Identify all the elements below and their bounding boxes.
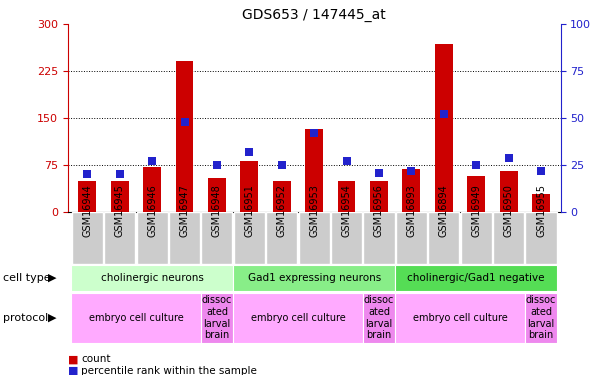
Text: GSM16894: GSM16894: [439, 184, 449, 237]
FancyBboxPatch shape: [233, 292, 363, 343]
Bar: [305, 129, 323, 212]
Point: [309, 130, 319, 136]
Bar: [208, 177, 226, 212]
Text: cholinergic neurons: cholinergic neurons: [101, 273, 204, 283]
FancyBboxPatch shape: [104, 212, 135, 264]
FancyBboxPatch shape: [363, 292, 395, 343]
Text: GSM16949: GSM16949: [471, 184, 481, 237]
Text: dissoc
ated
larval
brain: dissoc ated larval brain: [364, 296, 394, 340]
Text: embryo cell culture: embryo cell culture: [251, 313, 345, 323]
Point: [504, 154, 513, 160]
Point: [180, 119, 189, 125]
Point: [245, 149, 254, 155]
FancyBboxPatch shape: [331, 212, 362, 264]
Text: ▶: ▶: [48, 313, 56, 323]
FancyBboxPatch shape: [233, 265, 395, 291]
Point: [471, 162, 481, 168]
Point: [277, 162, 287, 168]
Text: cell type: cell type: [3, 273, 51, 283]
Bar: [500, 171, 517, 212]
FancyBboxPatch shape: [526, 212, 556, 264]
FancyBboxPatch shape: [234, 212, 265, 264]
Text: ▶: ▶: [48, 273, 56, 283]
Point: [407, 168, 416, 174]
Text: GSM16944: GSM16944: [82, 184, 92, 237]
Bar: [435, 44, 453, 212]
Point: [83, 171, 92, 177]
Text: embryo cell culture: embryo cell culture: [88, 313, 183, 323]
FancyBboxPatch shape: [136, 212, 168, 264]
Text: GSM16951: GSM16951: [244, 184, 254, 237]
Text: GSM16955: GSM16955: [536, 184, 546, 237]
FancyBboxPatch shape: [363, 212, 395, 264]
FancyBboxPatch shape: [71, 292, 201, 343]
Text: GSM16952: GSM16952: [277, 184, 287, 237]
FancyBboxPatch shape: [201, 212, 232, 264]
FancyBboxPatch shape: [428, 212, 460, 264]
Text: GSM16947: GSM16947: [179, 184, 189, 237]
FancyBboxPatch shape: [201, 292, 233, 343]
FancyBboxPatch shape: [71, 265, 233, 291]
Point: [342, 158, 351, 164]
Point: [439, 111, 448, 117]
Text: GSM16954: GSM16954: [342, 184, 352, 237]
Text: GSM16948: GSM16948: [212, 184, 222, 237]
Text: protocol: protocol: [3, 313, 48, 323]
FancyBboxPatch shape: [395, 292, 525, 343]
FancyBboxPatch shape: [461, 212, 492, 264]
Title: GDS653 / 147445_at: GDS653 / 147445_at: [242, 8, 386, 22]
Point: [374, 170, 384, 176]
FancyBboxPatch shape: [72, 212, 103, 264]
Text: percentile rank within the sample: percentile rank within the sample: [81, 366, 257, 375]
Bar: [143, 167, 161, 212]
Text: GSM16946: GSM16946: [147, 184, 157, 237]
Bar: [467, 176, 485, 212]
Bar: [241, 160, 258, 212]
Text: embryo cell culture: embryo cell culture: [412, 313, 507, 323]
Bar: [273, 181, 291, 212]
Text: Gad1 expressing neurons: Gad1 expressing neurons: [248, 273, 381, 283]
Point: [212, 162, 222, 168]
Point: [536, 168, 546, 174]
Text: ■: ■: [68, 354, 78, 364]
Point: [148, 158, 157, 164]
FancyBboxPatch shape: [266, 212, 297, 264]
Bar: [78, 181, 96, 212]
FancyBboxPatch shape: [493, 212, 524, 264]
Text: GSM16956: GSM16956: [374, 184, 384, 237]
FancyBboxPatch shape: [395, 265, 558, 291]
Bar: [111, 181, 129, 212]
Text: GSM16950: GSM16950: [504, 184, 514, 237]
FancyBboxPatch shape: [169, 212, 200, 264]
Bar: [370, 181, 388, 212]
Bar: [337, 181, 356, 212]
FancyBboxPatch shape: [396, 212, 427, 264]
Text: dissoc
ated
larval
brain: dissoc ated larval brain: [526, 296, 556, 340]
Bar: [402, 170, 420, 212]
Text: ■: ■: [68, 366, 78, 375]
Text: count: count: [81, 354, 111, 364]
Text: GSM16953: GSM16953: [309, 184, 319, 237]
Text: dissoc
ated
larval
brain: dissoc ated larval brain: [202, 296, 232, 340]
FancyBboxPatch shape: [299, 212, 330, 264]
Bar: [176, 61, 194, 212]
Text: GSM16945: GSM16945: [114, 184, 124, 237]
FancyBboxPatch shape: [525, 292, 558, 343]
Point: [115, 171, 124, 177]
Text: GSM16893: GSM16893: [407, 184, 417, 237]
Text: cholinergic/Gad1 negative: cholinergic/Gad1 negative: [408, 273, 545, 283]
Bar: [532, 194, 550, 212]
